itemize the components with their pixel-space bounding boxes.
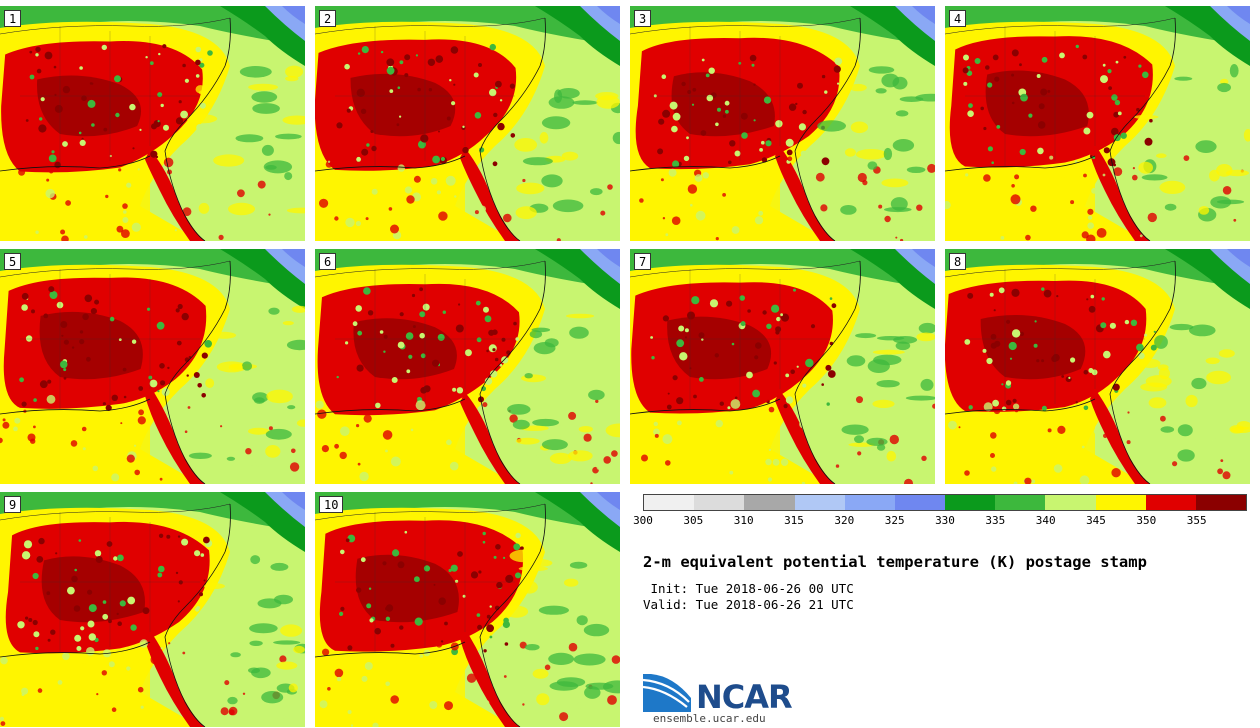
colorbar-tick-label: 320 (834, 514, 855, 527)
colorbar-swatch (694, 495, 745, 510)
colorbar-ticks: 300 305 310 315 320 325 330 335 340 345 350 355 (633, 514, 1247, 530)
member-label: 2 (319, 10, 337, 27)
ncar-logo-icon (643, 674, 691, 712)
colorbar-swatch (894, 495, 946, 510)
map-panel-9: 9 (0, 492, 305, 727)
colorbar-tick-label: 345 (1086, 514, 1106, 527)
colorbar-swatch (1145, 495, 1196, 510)
colorbar-tick-label: 355 (1186, 514, 1207, 527)
member-label: 7 (634, 253, 652, 270)
colorbar-swatch (1195, 495, 1247, 510)
valid-time: Valid: Tue 2018-06-26 21 UTC (643, 597, 854, 612)
colorbar (643, 494, 1247, 511)
member-label: 4 (949, 10, 967, 27)
colorbar-tick-label: 310 (733, 514, 754, 527)
colorbar-swatch (945, 495, 996, 510)
map-panel-4: 4 (945, 6, 1250, 241)
colorbar-swatch (844, 495, 895, 510)
colorbar-tick-label: 325 (884, 514, 905, 527)
map-panel-3: 3 (630, 6, 935, 241)
map-panel-6: 6 (315, 249, 620, 484)
map-image (630, 6, 935, 241)
member-label: 1 (4, 10, 22, 27)
map-image (945, 6, 1250, 241)
member-label: 6 (319, 253, 337, 270)
map-panel-1: 1 (0, 6, 305, 241)
colorbar-tick-label: 300 (633, 514, 653, 527)
map-image (315, 492, 620, 727)
colorbar-swatch (744, 495, 795, 510)
map-panel-8: 8 (945, 249, 1250, 484)
member-label: 8 (949, 253, 967, 270)
member-label: 5 (4, 253, 22, 270)
map-panel-10: 10 (315, 492, 620, 727)
colorbar-swatch (1045, 495, 1096, 510)
colorbar-swatch (1095, 495, 1146, 510)
member-label: 10 (319, 496, 344, 513)
map-image (315, 249, 620, 484)
map-image (315, 6, 620, 241)
map-image (945, 249, 1250, 484)
member-label: 9 (4, 496, 22, 513)
colorbar-tick-label: 350 (1136, 514, 1157, 527)
map-panel-2: 2 (315, 6, 620, 241)
map-panel-7: 7 (630, 249, 935, 484)
map-image (0, 6, 305, 241)
colorbar-tick-label: 315 (784, 514, 804, 527)
init-time: Init: Tue 2018-06-26 00 UTC (643, 581, 854, 596)
colorbar-tick-label: 330 (935, 514, 955, 527)
ncar-logo-text: NCAR (696, 678, 793, 716)
site-url: ensemble.ucar.edu (653, 712, 766, 725)
colorbar-tick-label: 335 (985, 514, 1006, 527)
colorbar-swatch (644, 495, 695, 510)
map-panel-5: 5 (0, 249, 305, 484)
map-image (0, 249, 305, 484)
colorbar-tick-label: 340 (1035, 514, 1056, 527)
colorbar-tick-label: 305 (683, 514, 704, 527)
colorbar-swatch (794, 495, 845, 510)
colorbar-swatch (995, 495, 1046, 510)
map-image (630, 249, 935, 484)
map-image (0, 492, 305, 727)
chart-title: 2-m equivalent potential temperature (K)… (643, 553, 1147, 571)
member-label: 3 (634, 10, 652, 27)
